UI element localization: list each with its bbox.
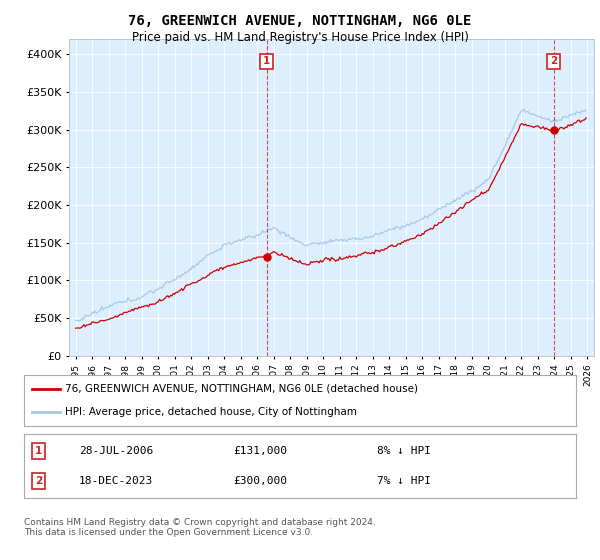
Text: 2: 2: [35, 476, 42, 486]
Text: HPI: Average price, detached house, City of Nottingham: HPI: Average price, detached house, City…: [65, 407, 357, 417]
Text: 28-JUL-2006: 28-JUL-2006: [79, 446, 154, 456]
Text: 1: 1: [35, 446, 42, 456]
Text: 2: 2: [550, 57, 557, 66]
Text: 1: 1: [263, 57, 270, 66]
Text: £300,000: £300,000: [234, 476, 288, 486]
Text: 7% ↓ HPI: 7% ↓ HPI: [377, 476, 431, 486]
Text: 76, GREENWICH AVENUE, NOTTINGHAM, NG6 0LE (detached house): 76, GREENWICH AVENUE, NOTTINGHAM, NG6 0L…: [65, 384, 418, 394]
Text: 18-DEC-2023: 18-DEC-2023: [79, 476, 154, 486]
Text: 76, GREENWICH AVENUE, NOTTINGHAM, NG6 0LE: 76, GREENWICH AVENUE, NOTTINGHAM, NG6 0L…: [128, 14, 472, 28]
Text: £131,000: £131,000: [234, 446, 288, 456]
Text: Price paid vs. HM Land Registry's House Price Index (HPI): Price paid vs. HM Land Registry's House …: [131, 31, 469, 44]
Text: Contains HM Land Registry data © Crown copyright and database right 2024.
This d: Contains HM Land Registry data © Crown c…: [24, 518, 376, 538]
Text: 8% ↓ HPI: 8% ↓ HPI: [377, 446, 431, 456]
